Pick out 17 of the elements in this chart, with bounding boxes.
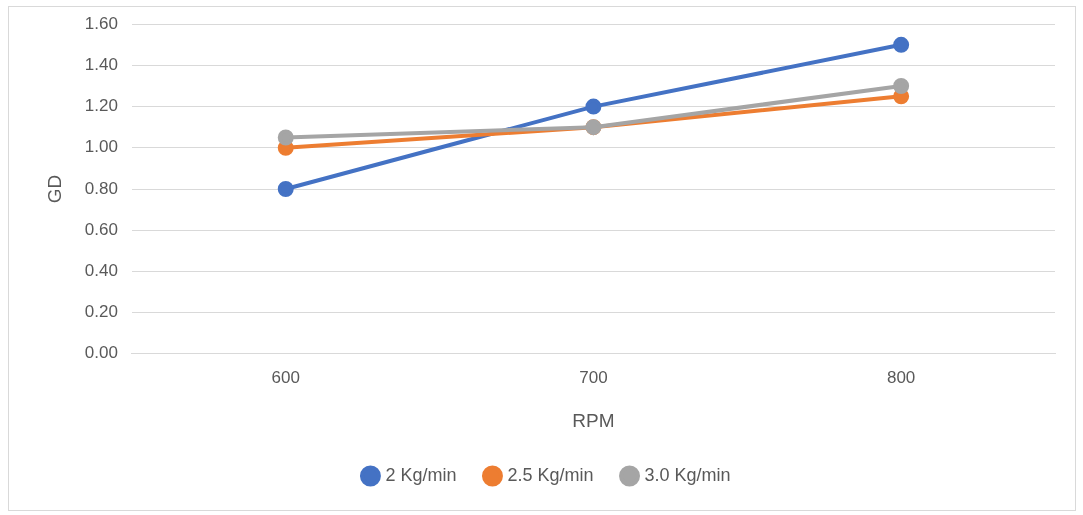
y-tick-label: 0.20 [84,302,118,322]
x-tick-label: 600 [271,367,300,387]
y-tick-label: 1.00 [84,137,118,157]
x-axis-title: RPM [572,409,615,431]
y-tick-label: 0.80 [84,178,118,198]
y-tick-label: 1.60 [84,13,118,33]
legend-label: 2.5 Kg/min [507,464,594,485]
y-tick-label: 0.00 [84,343,118,363]
y-tick-label: 0.60 [84,219,118,239]
legend-label: 2 Kg/min [385,464,457,485]
legend-label: 3.0 Kg/min [644,464,731,485]
y-tick-label: 1.20 [84,96,118,116]
x-tick-label: 800 [886,367,916,387]
y-tick-label: 0.40 [84,261,118,281]
y-tick-label: 1.40 [84,55,118,75]
x-tick-label: 700 [579,367,608,387]
y-axis-title: GD [43,174,65,204]
